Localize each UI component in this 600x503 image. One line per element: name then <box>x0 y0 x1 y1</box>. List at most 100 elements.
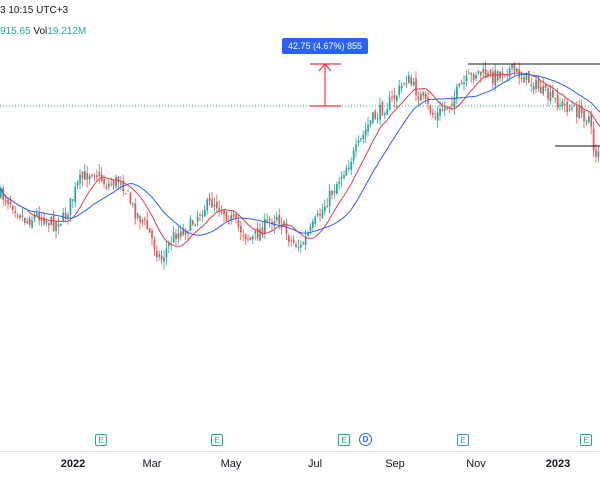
candle-body <box>91 175 93 177</box>
candle-body <box>237 220 240 227</box>
candle-body <box>242 235 245 237</box>
measure-tooltip: 42.75 (4.67%) 855 <box>282 38 369 54</box>
candle-body <box>547 88 549 100</box>
candle-body <box>506 74 509 76</box>
candle-body <box>220 212 223 214</box>
last-price: 915.65 <box>0 26 31 37</box>
candle-body <box>530 84 533 86</box>
candle-body <box>232 213 235 217</box>
candle-body <box>312 221 314 228</box>
candle-body <box>141 220 144 222</box>
candle-body <box>400 85 403 89</box>
earnings-icon[interactable]: E <box>580 434 592 446</box>
earnings-icon[interactable]: E <box>338 434 350 446</box>
candle-body <box>67 214 69 218</box>
candle-body <box>379 104 381 120</box>
candle-body <box>14 211 17 214</box>
candle-body <box>470 73 473 75</box>
candle-body <box>60 223 62 226</box>
candle-body <box>412 81 415 86</box>
candle-body <box>88 175 91 180</box>
candle-body <box>355 144 357 151</box>
candle-body <box>571 107 573 110</box>
candle-body <box>340 176 343 180</box>
candle-body <box>367 124 369 132</box>
candle-body <box>316 213 319 216</box>
candle-body <box>326 205 329 208</box>
earnings-icon[interactable]: E <box>457 434 469 446</box>
candle-body <box>288 235 290 242</box>
candle-body <box>554 98 557 100</box>
candle-body <box>372 112 374 123</box>
candle-body <box>129 193 132 204</box>
candle-body <box>559 104 561 106</box>
candle-body <box>151 230 153 239</box>
candle-body <box>352 150 355 161</box>
candle-body <box>331 191 333 195</box>
ma-slow-line <box>0 73 600 236</box>
candle-body <box>528 71 530 83</box>
candle-body <box>446 108 449 110</box>
candle-body <box>254 230 257 234</box>
candle-body <box>213 204 216 207</box>
dividend-icon[interactable]: D <box>359 433 372 446</box>
candle-body <box>345 168 348 176</box>
candle-body <box>501 72 504 76</box>
candle-body <box>564 104 566 106</box>
candle-body <box>489 70 492 74</box>
candle-body <box>494 70 497 86</box>
candle-body <box>148 228 151 233</box>
candle-body <box>235 214 237 219</box>
candle-body <box>230 215 233 221</box>
candle-body <box>211 199 213 208</box>
candle-body <box>328 190 331 207</box>
candle-body <box>146 219 149 230</box>
candle-body <box>218 207 221 211</box>
time-axis[interactable]: 2022 Mar May Jul Sep Nov 2023 <box>0 451 600 478</box>
candle-body <box>43 217 45 225</box>
candle-body <box>350 162 353 171</box>
candle-body <box>16 215 19 217</box>
candle-body <box>194 224 197 226</box>
measure-arrow <box>318 63 332 72</box>
candle-body <box>309 226 312 232</box>
axis-tick: 2023 <box>545 458 571 470</box>
candle-body <box>292 239 295 243</box>
candle-body <box>172 232 175 243</box>
candle-body <box>271 221 273 225</box>
candle-body <box>175 233 177 240</box>
candle-body <box>108 183 110 187</box>
candle-body <box>52 215 55 231</box>
candle-body <box>324 206 326 211</box>
earnings-icon[interactable]: E <box>95 434 107 446</box>
candle-body <box>482 68 485 73</box>
candle-body <box>451 103 453 106</box>
candle-body <box>374 110 377 119</box>
candle-body <box>364 129 367 136</box>
candle-body <box>163 257 165 262</box>
candle-body <box>552 90 554 98</box>
candle-body <box>386 109 389 115</box>
candle-body <box>588 116 590 123</box>
candle-body <box>465 74 468 82</box>
candle-body <box>28 218 31 225</box>
candle-body <box>456 86 458 99</box>
candle-body <box>592 128 595 151</box>
candle-body <box>160 255 163 260</box>
candle-body <box>201 214 204 216</box>
candle-body <box>463 81 465 84</box>
candle-body <box>26 221 29 223</box>
candle-body <box>429 106 432 114</box>
candle-body <box>168 243 170 247</box>
candle-body <box>182 228 185 235</box>
candle-body <box>597 151 600 157</box>
volume-label: Vol <box>33 26 48 37</box>
candle-body <box>566 102 569 113</box>
candle-body <box>384 113 386 116</box>
earnings-icon[interactable]: E <box>211 434 223 446</box>
candle-body <box>403 83 405 85</box>
chart-canvas[interactable] <box>0 0 600 451</box>
candle-body <box>273 221 276 227</box>
candle-body <box>48 223 50 226</box>
